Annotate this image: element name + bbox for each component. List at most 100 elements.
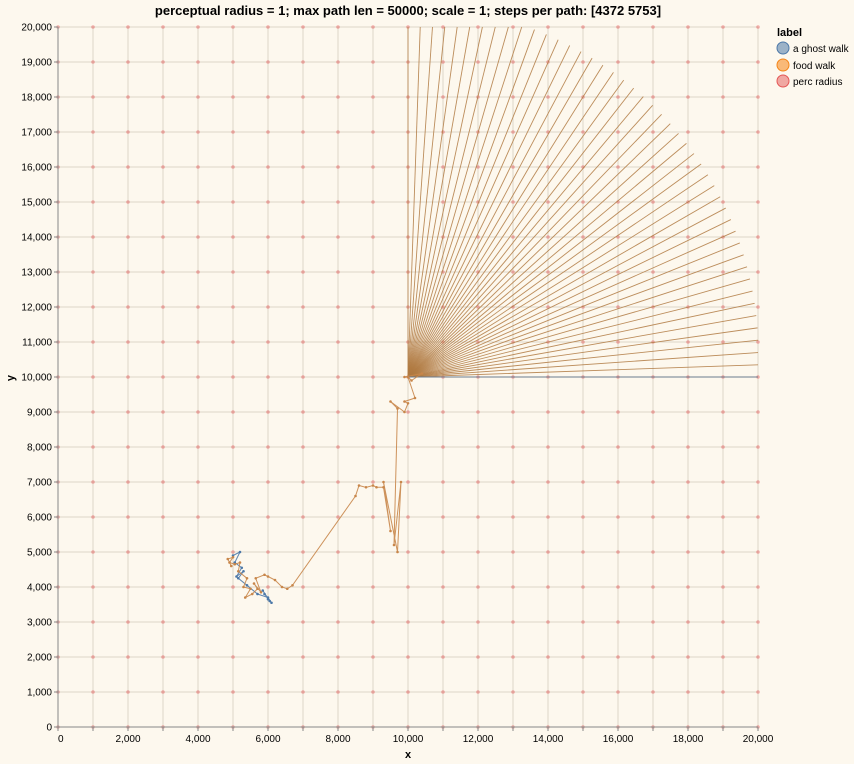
food-walk-ray <box>407 196 721 378</box>
food-walk-ray <box>407 364 759 378</box>
x-tick-label: 16,000 <box>603 734 634 745</box>
food-walk-point <box>243 596 247 599</box>
perc-radius-point <box>196 655 200 659</box>
food-walk-ray <box>407 57 593 378</box>
perc-radius-point <box>371 95 375 99</box>
x-tick-label: 12,000 <box>463 734 494 745</box>
perc-radius-point <box>196 95 200 99</box>
food-walk-ray <box>407 26 421 378</box>
perc-radius-point <box>126 235 130 239</box>
perc-radius-point <box>686 445 690 449</box>
perc-radius-point <box>266 25 270 29</box>
perc-radius-point <box>91 340 95 344</box>
perc-radius-point <box>196 585 200 589</box>
perc-radius-point <box>616 270 620 274</box>
x-tick-label: 4,000 <box>185 734 210 745</box>
perc-radius-point <box>336 620 340 624</box>
perc-radius-point <box>196 200 200 204</box>
ghost-walk-point <box>261 589 265 592</box>
food-walk-ray <box>407 114 662 378</box>
perc-radius-point <box>756 60 760 64</box>
perc-radius-point <box>126 340 130 344</box>
perc-radius-point <box>161 305 165 309</box>
perc-radius-point <box>581 550 585 554</box>
perc-radius-point <box>91 690 95 694</box>
perc-radius-point <box>301 340 305 344</box>
perc-radius-point <box>336 410 340 414</box>
perc-radius-point <box>721 655 725 659</box>
food-walk-ray <box>407 242 740 378</box>
perc-radius-point <box>161 410 165 414</box>
perc-radius-point <box>756 445 760 449</box>
perc-radius-point <box>161 375 165 379</box>
perc-radius-point <box>91 445 95 449</box>
food-walk-point <box>273 578 277 582</box>
legend-item-perc-radius: perc radius <box>776 74 842 88</box>
food-walk-point <box>254 576 258 580</box>
food-walk-point <box>403 375 406 379</box>
perc-radius-point <box>371 200 375 204</box>
perc-radius-point <box>126 690 130 694</box>
perc-radius-point <box>231 165 235 169</box>
food-walk-ray <box>407 254 744 378</box>
perc-radius-point <box>231 25 235 29</box>
food-walk-point <box>228 561 231 564</box>
perc-radius-point <box>476 25 480 29</box>
perc-radius-point <box>406 515 410 519</box>
perc-radius-point <box>301 60 305 64</box>
perc-radius-point <box>231 95 235 99</box>
y-tick-label: 0 <box>46 723 52 734</box>
perc-radius-point <box>721 480 725 484</box>
perc-radius-point <box>616 655 620 659</box>
perc-radius-point <box>441 515 445 519</box>
perc-radius-point <box>406 620 410 624</box>
perc-radius-point <box>266 165 270 169</box>
perc-radius-point <box>686 585 690 589</box>
perc-radius-point <box>91 130 95 134</box>
perc-radius-point <box>651 445 655 449</box>
perc-radius-point <box>126 305 130 309</box>
x-tick-label: 18,000 <box>673 734 704 745</box>
perc-radius-point <box>581 445 585 449</box>
perc-radius-point <box>301 550 305 554</box>
perc-radius-point <box>126 410 130 414</box>
perc-radius-point <box>651 655 655 659</box>
perc-radius-point <box>371 480 375 484</box>
perc-radius-point <box>756 95 760 99</box>
perc-radius-point <box>721 410 725 414</box>
perc-radius-point <box>581 690 585 694</box>
perc-radius-point <box>371 690 375 694</box>
perc-radius-point <box>231 690 235 694</box>
perc-radius-point <box>91 95 95 99</box>
perc-radius-point <box>336 515 340 519</box>
perc-radius-point <box>721 165 725 169</box>
perc-radius-point <box>441 445 445 449</box>
perc-radius-point <box>651 60 655 64</box>
perc-radius-point <box>266 130 270 134</box>
perc-radius-point <box>476 305 480 309</box>
legend-label-ghost-walk: a ghost walk <box>793 44 850 55</box>
food-walk-point <box>410 379 413 382</box>
perc-radius-point <box>511 95 515 99</box>
perc-radius-point <box>266 375 270 379</box>
perc-radius-point <box>756 690 760 694</box>
y-tick-label: 3,000 <box>27 618 52 629</box>
perc-radius-point <box>301 235 305 239</box>
perc-radius-point <box>196 515 200 519</box>
chart-title: perceptual radius = 1; max path len = 50… <box>155 3 661 18</box>
food-walk-path <box>227 373 423 599</box>
food-walk-point <box>280 585 284 589</box>
perc-radius-point <box>371 655 375 659</box>
food-walk-point <box>364 485 368 489</box>
perc-radius-point <box>126 165 130 169</box>
food-walk-point <box>285 587 289 591</box>
perc-radius-point <box>126 95 130 99</box>
food-walk-ray <box>407 64 604 378</box>
perc-radius-point <box>371 305 375 309</box>
food-walk-ray <box>407 219 732 378</box>
perc-radius-point <box>161 95 165 99</box>
perc-radius-point <box>756 130 760 134</box>
perc-radius-point <box>371 130 375 134</box>
perc-radius-point <box>91 375 95 379</box>
perc-radius-point <box>511 550 515 554</box>
